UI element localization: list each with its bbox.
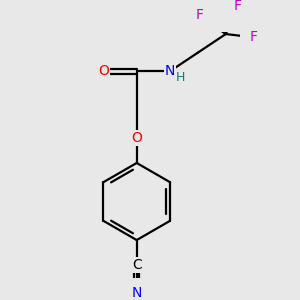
- Text: F: F: [234, 0, 242, 13]
- Text: F: F: [250, 30, 258, 44]
- Text: N: N: [165, 64, 175, 78]
- Text: F: F: [195, 8, 203, 22]
- Text: O: O: [98, 64, 109, 78]
- Text: N: N: [131, 286, 142, 300]
- Text: O: O: [131, 131, 142, 145]
- Text: C: C: [132, 258, 142, 272]
- Text: H: H: [176, 71, 185, 84]
